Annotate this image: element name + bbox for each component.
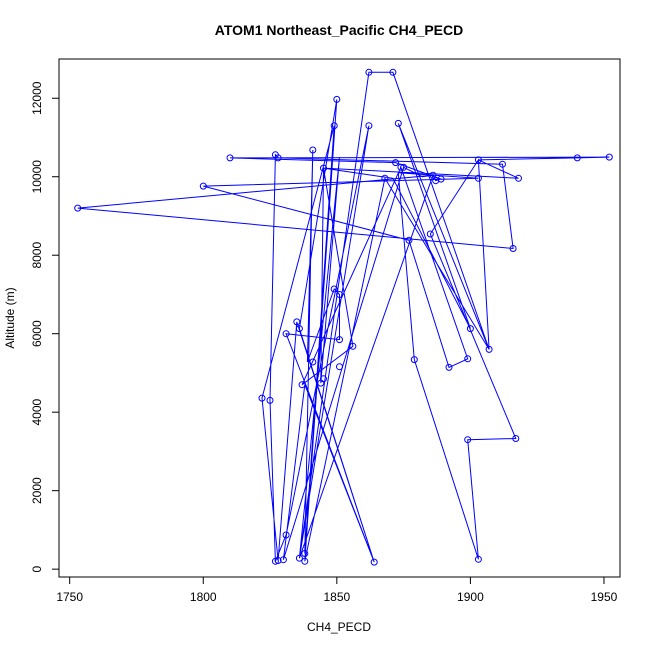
x-tick-label: 1850 <box>323 590 350 604</box>
y-tick-label: 2000 <box>30 477 44 504</box>
data-point <box>605 153 613 161</box>
data-point <box>320 375 327 383</box>
data-point <box>295 554 303 562</box>
data-point <box>349 342 357 350</box>
y-tick-label: 6000 <box>30 320 44 347</box>
data-point <box>445 363 453 371</box>
data-point <box>293 318 301 326</box>
data-point <box>282 330 290 338</box>
data-point <box>397 163 405 171</box>
chart-title: ATOM1 Northeast_Pacific CH4_PECD <box>215 22 463 38</box>
data-point <box>509 245 517 252</box>
data-point <box>426 230 434 238</box>
data-point <box>485 345 493 353</box>
data-point <box>301 550 309 557</box>
data-point <box>429 171 437 179</box>
data-point <box>309 358 317 366</box>
data-point <box>298 381 306 389</box>
data-point <box>333 95 341 103</box>
data-point <box>295 325 303 333</box>
x-axis-label: CH4_PECD <box>307 620 371 634</box>
data-point <box>330 285 338 293</box>
data-point <box>573 154 581 162</box>
data-point <box>389 68 397 76</box>
data-point <box>474 174 482 182</box>
x-tick-label: 1900 <box>457 590 484 604</box>
x-tick-label: 1800 <box>190 590 217 604</box>
data-point <box>274 557 282 564</box>
data-point <box>282 531 290 539</box>
data-point <box>199 182 207 190</box>
data-point <box>410 356 418 364</box>
series-points <box>74 68 613 566</box>
data-point <box>437 175 445 183</box>
y-tick-label: 10000 <box>30 160 44 194</box>
data-point <box>330 122 338 130</box>
x-axis: 1750 1800 1850 1900 1950 <box>56 576 618 604</box>
data-point <box>309 146 317 154</box>
data-point <box>515 174 522 182</box>
data-point <box>320 164 327 172</box>
data-point <box>512 435 520 442</box>
data-point <box>381 174 389 182</box>
y-tick-label: 12000 <box>30 81 44 115</box>
data-point <box>336 363 343 371</box>
data-point <box>336 336 343 344</box>
data-point <box>258 394 266 402</box>
data-point <box>370 558 378 566</box>
x-tick-label: 1950 <box>591 590 618 604</box>
data-point <box>466 325 474 333</box>
data-point <box>266 396 274 404</box>
data-point <box>464 436 472 444</box>
data-point <box>392 159 400 167</box>
data-point <box>499 160 506 168</box>
y-tick-label: 8000 <box>30 242 44 269</box>
data-point <box>301 557 309 565</box>
data-point <box>279 556 287 564</box>
data-point <box>394 119 402 127</box>
data-point <box>405 236 413 244</box>
data-point <box>274 154 282 162</box>
data-point <box>400 163 408 171</box>
data-point <box>74 204 82 212</box>
y-tick-label: 0 <box>30 565 44 572</box>
y-axis: 0 2000 4000 6000 8000 10000 12000 <box>30 81 60 572</box>
data-point <box>365 122 373 130</box>
y-tick-label: 4000 <box>30 399 44 426</box>
y-axis-label: Altitude (m) <box>3 287 17 348</box>
data-point <box>474 555 482 563</box>
data-point <box>474 156 482 164</box>
data-point <box>464 355 472 363</box>
data-point <box>365 68 373 76</box>
data-point <box>226 154 234 162</box>
x-tick-label: 1750 <box>56 590 83 604</box>
data-point <box>336 291 343 298</box>
